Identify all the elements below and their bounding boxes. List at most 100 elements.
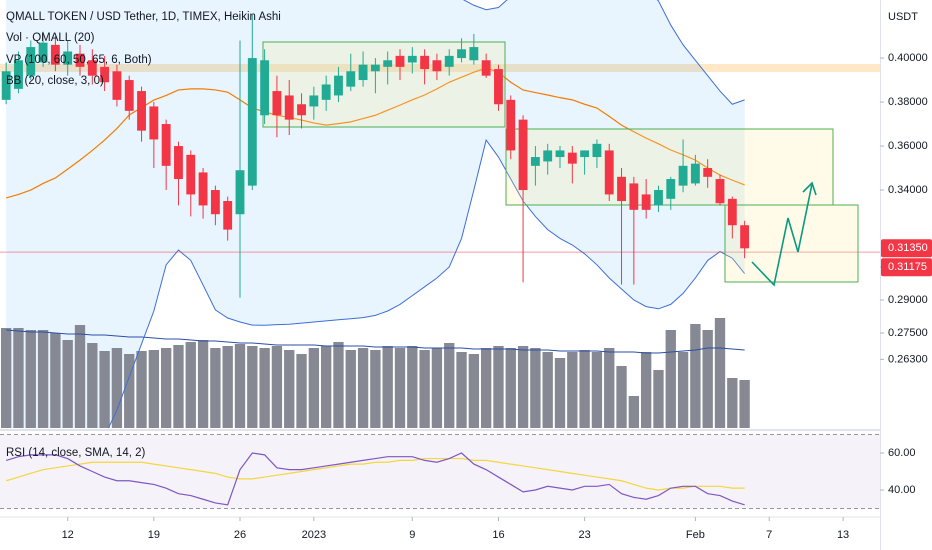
volume-bar [505,348,516,428]
volume-bar [739,380,750,428]
rsi-tick-label: 40.00 [888,484,916,496]
volume-bar [690,324,701,428]
price-label-box [881,258,932,277]
volume-bar [394,348,406,428]
volume-bar [197,340,209,428]
volume-bar [37,330,49,428]
rsi-band-fill [0,434,880,509]
rsi-pane [0,434,880,509]
volume-bar [357,348,369,428]
x-tick-label: 26 [234,529,246,541]
candle-body [604,150,614,195]
volume-bar [345,350,356,428]
volume-bar [210,348,221,428]
volume-bar [702,330,713,428]
volume-bar [665,330,676,428]
axes: 0.400000.380000.360000.340000.305000.290… [62,52,932,541]
y-tick-label: 0.40000 [888,52,928,64]
volume-bar [74,325,86,428]
volume-bar [124,354,135,428]
volume-bar [62,340,73,428]
volume-bar [271,346,283,428]
y-tick-label: 0.26300 [888,353,928,365]
candle-body [174,146,183,180]
arrow-path [751,183,813,287]
y-tick-label: 0.27500 [888,327,928,339]
volume-bar [407,346,418,428]
volume-bar [616,366,627,428]
volume-bar [284,350,295,428]
price-label: 0.31175 [888,261,927,273]
y-tick-label: 0.38000 [888,96,928,108]
volume-bar [714,318,726,428]
candle-body [50,44,60,65]
candle-body [617,176,626,202]
candle-body [457,49,466,59]
volume-bar [50,333,61,428]
volume-bar [468,354,480,428]
indicator-label: BB (20, close, 3, 0) [6,75,104,87]
candle-body [420,55,430,70]
volume-bar [591,352,603,428]
candle-body [690,163,700,184]
volume-bar [296,354,307,428]
candle-body [124,80,134,111]
volume-bar [0,328,12,428]
x-tick-label: 9 [409,529,415,541]
volume-bar [25,330,36,428]
candle-body [530,157,540,166]
volume-bar [234,344,246,428]
rsi-sma-line [5,457,745,491]
candle-body [186,154,196,195]
x-tick-label: 13 [837,529,849,541]
candle-body [334,75,343,96]
candle-body [432,60,442,72]
volume-bar [13,328,24,428]
volume-bar [517,346,529,428]
candle-body [494,69,503,105]
volume-bar [628,396,640,428]
volume-bar [480,348,492,428]
candle-body [309,95,319,107]
candle-body [370,64,380,72]
bb-fill [6,0,745,428]
candle-body [654,190,663,206]
candle-body [38,42,48,63]
volume-bar [320,346,332,428]
bb-lower-line [107,138,746,428]
candle-body [592,143,602,158]
candle-body [641,194,651,210]
y-tick-label: 0.29000 [888,294,928,306]
candle-body [358,64,368,81]
x-tick-label: 16 [492,529,504,541]
volume-bar [456,352,467,428]
volume-bar [444,343,455,428]
candle-body [223,201,233,230]
volume-bar [173,345,184,428]
chart-title: QMALL TOKEN / USD Tether, 1D, TIMEX, Hei… [6,11,281,23]
volume-bar [542,352,553,428]
candle-body [112,71,122,100]
volume-bar [604,348,615,428]
volume-bar [87,343,98,428]
volume-bar [222,346,233,428]
candle-body [678,165,688,186]
candle-body [321,84,331,100]
candle-body [407,55,417,63]
candle-body [543,150,553,162]
x-tick-label: 19 [148,529,160,541]
volume-bar [640,352,652,428]
candle-body [26,47,36,76]
candle-body [395,55,405,67]
volume-bar [382,346,393,428]
candle-body [100,66,110,83]
volume-bar [554,358,566,428]
volume-bar [727,378,738,428]
candle-body [727,198,737,226]
candle-body [666,179,676,199]
candle-body [137,91,146,131]
volume-bar [530,348,541,428]
volume-bar [259,348,270,428]
